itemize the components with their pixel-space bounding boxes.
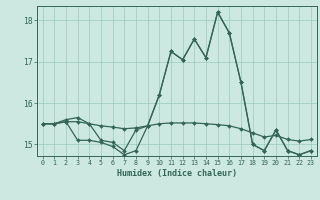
- X-axis label: Humidex (Indice chaleur): Humidex (Indice chaleur): [117, 169, 237, 178]
